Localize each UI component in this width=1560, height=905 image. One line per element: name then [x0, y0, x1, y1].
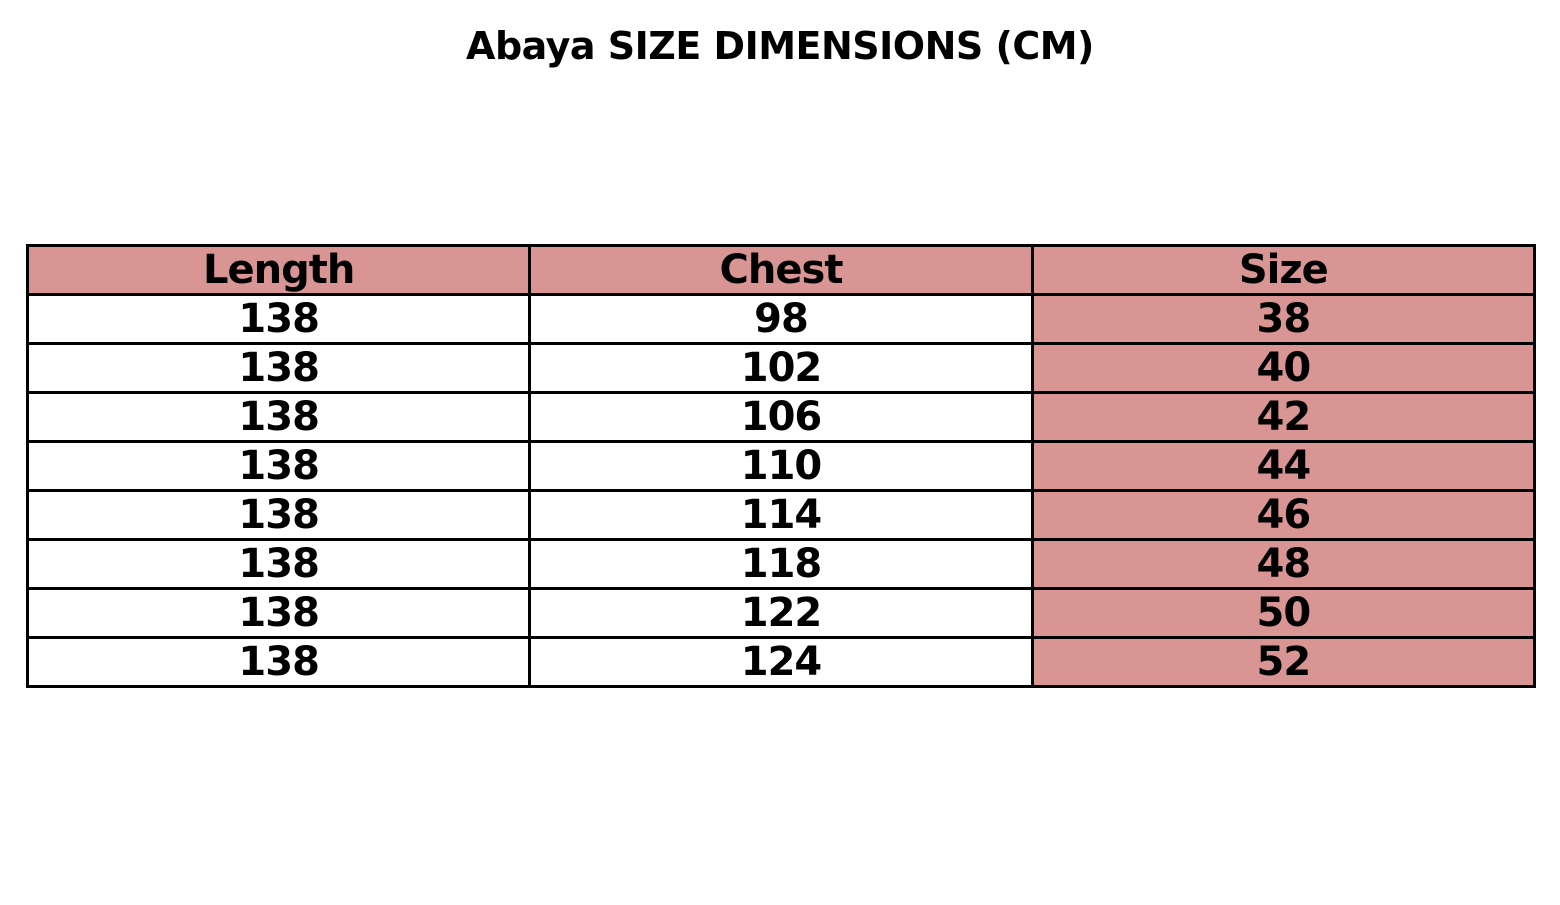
table-row: 138 98 38 — [25, 293, 1537, 345]
table-row: 138 124 52 — [25, 636, 1537, 688]
table-row: 138 118 48 — [25, 538, 1537, 590]
cell-size: 42 — [1030, 391, 1537, 443]
cell-length: 138 — [25, 636, 532, 688]
cell-length: 138 — [25, 587, 532, 639]
cell-size: 50 — [1030, 587, 1537, 639]
cell-size: 44 — [1030, 440, 1537, 492]
table-row: 138 102 40 — [25, 342, 1537, 394]
header-chest: Chest — [528, 244, 1034, 296]
table-row: 138 106 42 — [25, 391, 1537, 443]
cell-length: 138 — [25, 440, 532, 492]
cell-size: 48 — [1030, 538, 1537, 590]
table-row: 138 110 44 — [25, 440, 1537, 492]
header-size: Size — [1030, 244, 1537, 296]
cell-length: 138 — [25, 538, 532, 590]
cell-length: 138 — [25, 342, 532, 394]
cell-chest: 110 — [528, 440, 1034, 492]
cell-size: 46 — [1030, 489, 1537, 541]
table-row: 138 114 46 — [25, 489, 1537, 541]
cell-size: 52 — [1030, 636, 1537, 688]
cell-length: 138 — [25, 293, 532, 345]
cell-chest: 118 — [528, 538, 1034, 590]
page-title: Abaya SIZE DIMENSIONS (CM) — [466, 24, 1094, 68]
size-table: Length Chest Size 138 98 38 138 102 40 138 106 4… — [25, 244, 1537, 688]
cell-chest: 114 — [528, 489, 1034, 541]
table-row: 138 122 50 — [25, 587, 1537, 639]
cell-chest: 124 — [528, 636, 1034, 688]
cell-size: 40 — [1030, 342, 1537, 394]
header-length: Length — [25, 244, 532, 296]
cell-chest: 106 — [528, 391, 1034, 443]
table-header-row: Length Chest Size — [25, 244, 1537, 296]
cell-chest: 102 — [528, 342, 1034, 394]
cell-length: 138 — [25, 489, 532, 541]
cell-size: 38 — [1030, 293, 1537, 345]
cell-length: 138 — [25, 391, 532, 443]
cell-chest: 122 — [528, 587, 1034, 639]
cell-chest: 98 — [528, 293, 1034, 345]
